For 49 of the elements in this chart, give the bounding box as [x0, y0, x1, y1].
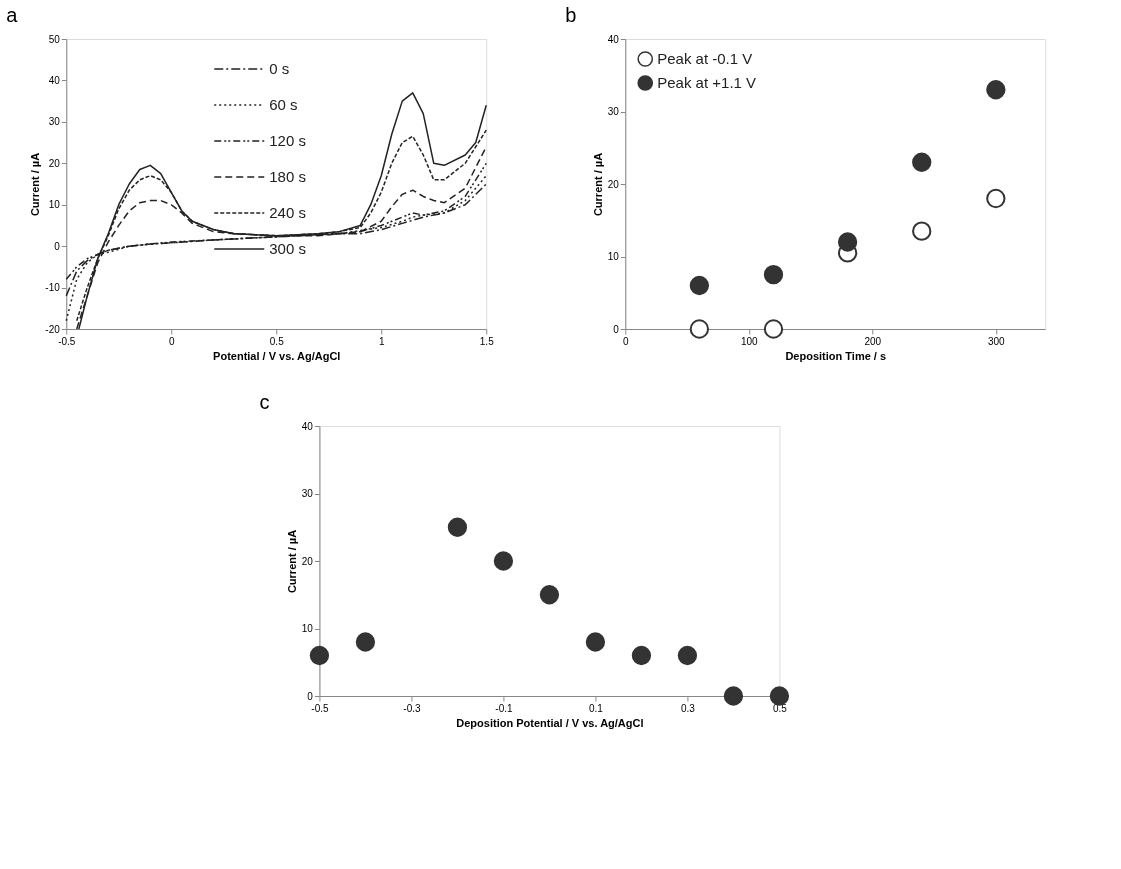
x-axis-title: Deposition Potential / V vs. Ag/AgCl — [456, 716, 644, 729]
y-tick-label: 30 — [607, 106, 620, 117]
y-tick-label: 10 — [48, 199, 61, 211]
y-tick-label: 0 — [54, 240, 61, 252]
x-tick-label: 0.5 — [269, 335, 285, 347]
y-tick-label: 20 — [48, 157, 61, 169]
x-tick-label: 1.5 — [479, 335, 495, 347]
y-tick-label: 40 — [301, 420, 314, 432]
x-tick-label: 100 — [740, 335, 759, 347]
chart-title: b — [565, 4, 577, 26]
x-tick-label: -0.5 — [58, 335, 76, 347]
y-tick-label: 50 — [48, 33, 61, 45]
x-tick-label: -0.3 — [403, 702, 421, 714]
legend-label: 240 s — [269, 204, 306, 221]
y-axis-title: Current / µA — [29, 152, 42, 217]
x-tick-label: 0 — [622, 335, 629, 347]
x-tick-label: -0.1 — [495, 702, 513, 714]
y-tick-label: 30 — [301, 488, 314, 499]
legend-label: 120 s — [269, 132, 306, 149]
y-tick-label: 40 — [48, 74, 61, 86]
x-tick-label: 0.1 — [588, 702, 604, 714]
chart-title: a — [6, 4, 19, 26]
y-tick-label: 0 — [307, 690, 314, 702]
x-tick-label: 1 — [378, 335, 385, 347]
x-tick-label: 200 — [864, 335, 882, 347]
y-tick-label: 40 — [607, 33, 620, 45]
y-tick-label: -10 — [45, 282, 61, 294]
legend-label: 60 s — [269, 96, 298, 113]
y-tick-label: 20 — [607, 178, 620, 190]
x-axis-title: Potential / V vs. Ag/AgCl — [213, 349, 341, 362]
y-tick-label: 10 — [301, 623, 314, 634]
chart-title: c — [259, 391, 270, 413]
y-tick-label: -20 — [45, 323, 61, 335]
x-tick-label: 0.3 — [680, 702, 696, 714]
legend-label: Peak at -0.1 V — [657, 50, 753, 67]
legend-label: 0 s — [269, 60, 290, 77]
x-tick-label: -0.5 — [311, 702, 329, 714]
y-tick-label: 30 — [48, 116, 61, 128]
y-axis-title: Current / µA — [285, 529, 298, 594]
y-tick-label: 0 — [613, 323, 620, 335]
y-tick-label: 10 — [607, 251, 620, 262]
legend-label: 180 s — [269, 168, 306, 185]
legend-label: 300 s — [269, 240, 306, 257]
y-axis-title: Current / µA — [591, 152, 604, 217]
x-tick-label: 0 — [168, 335, 175, 347]
y-tick-label: 20 — [301, 555, 314, 567]
x-axis-title: Deposition Time / s — [785, 349, 887, 362]
x-tick-label: 300 — [987, 335, 1006, 347]
legend-label: Peak at +1.1 V — [657, 74, 757, 91]
